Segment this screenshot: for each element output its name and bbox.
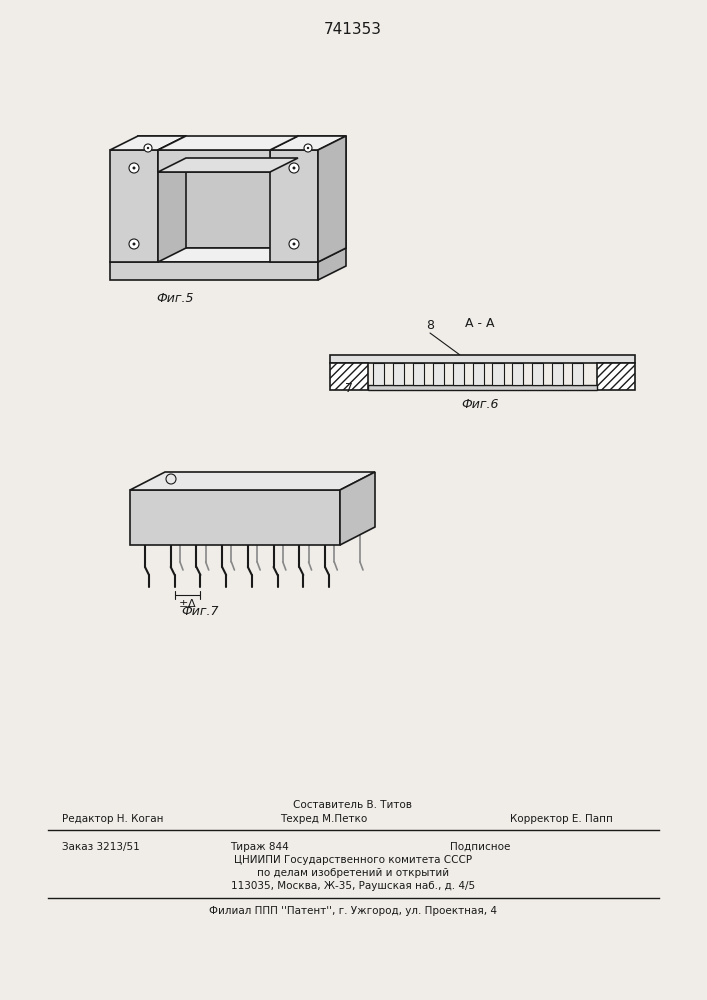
Circle shape	[129, 239, 139, 249]
Polygon shape	[110, 248, 346, 262]
Polygon shape	[110, 262, 318, 280]
Polygon shape	[373, 363, 384, 385]
Text: 741353: 741353	[324, 22, 382, 37]
Text: Филиал ППП ''Патент'', г. Ужгород, ул. Проектная, 4: Филиал ППП ''Патент'', г. Ужгород, ул. П…	[209, 906, 497, 916]
Text: ЦНИИПИ Государственного комитета СССР: ЦНИИПИ Государственного комитета СССР	[234, 855, 472, 865]
Polygon shape	[158, 136, 186, 262]
Polygon shape	[493, 363, 503, 385]
Polygon shape	[340, 472, 375, 545]
Circle shape	[129, 163, 139, 173]
Circle shape	[289, 163, 299, 173]
Text: по делам изобретений и открытий: по делам изобретений и открытий	[257, 868, 449, 878]
Polygon shape	[270, 150, 318, 262]
Text: Корректор Е. Папп: Корректор Е. Папп	[510, 814, 613, 824]
Text: 113035, Москва, Ж-35, Раушская наб., д. 4/5: 113035, Москва, Ж-35, Раушская наб., д. …	[231, 881, 475, 891]
Bar	[330, 363, 368, 390]
Polygon shape	[433, 363, 444, 385]
Text: Подписное: Подписное	[450, 842, 510, 852]
Polygon shape	[552, 363, 563, 385]
Polygon shape	[138, 136, 346, 266]
Polygon shape	[572, 363, 583, 385]
Circle shape	[289, 239, 299, 249]
Text: $\pm\Delta$: $\pm\Delta$	[178, 597, 197, 609]
Polygon shape	[158, 136, 298, 150]
Polygon shape	[472, 363, 484, 385]
Polygon shape	[413, 363, 424, 385]
Text: А - А: А - А	[465, 317, 495, 330]
Polygon shape	[318, 136, 346, 262]
Polygon shape	[158, 158, 298, 172]
Polygon shape	[110, 150, 158, 262]
Circle shape	[293, 166, 296, 169]
Text: Фиг.5: Фиг.5	[156, 292, 194, 305]
Bar	[597, 363, 635, 390]
Polygon shape	[270, 136, 346, 150]
Circle shape	[144, 144, 152, 152]
Text: 8: 8	[426, 319, 434, 332]
Text: Тираж 844: Тираж 844	[230, 842, 288, 852]
Circle shape	[166, 474, 176, 484]
Polygon shape	[318, 248, 346, 280]
Text: 7: 7	[345, 381, 353, 394]
Circle shape	[132, 242, 136, 245]
Text: Фиг.6: Фиг.6	[461, 398, 498, 411]
Polygon shape	[393, 363, 404, 385]
Text: Фиг.7: Фиг.7	[181, 605, 218, 618]
Polygon shape	[532, 363, 544, 385]
Circle shape	[293, 242, 296, 245]
Bar	[330, 355, 635, 363]
Polygon shape	[513, 363, 523, 385]
Bar	[368, 385, 597, 390]
Circle shape	[304, 144, 312, 152]
Text: Редактор Н. Коган: Редактор Н. Коган	[62, 814, 163, 824]
Polygon shape	[452, 363, 464, 385]
Polygon shape	[130, 472, 375, 490]
Polygon shape	[130, 490, 340, 545]
Text: Заказ 3213/51: Заказ 3213/51	[62, 842, 140, 852]
Polygon shape	[110, 136, 186, 150]
Polygon shape	[158, 150, 270, 172]
Circle shape	[132, 166, 136, 169]
Circle shape	[147, 147, 149, 149]
Text: Составитель В. Титов: Составитель В. Титов	[293, 800, 412, 810]
Circle shape	[307, 147, 309, 149]
Text: Техред М.Петко: Техред М.Петко	[280, 814, 367, 824]
